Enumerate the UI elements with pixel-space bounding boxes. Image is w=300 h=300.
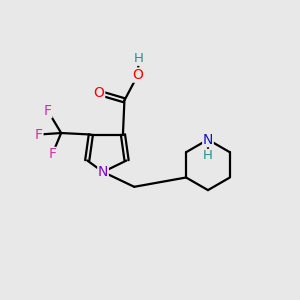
Text: N: N bbox=[203, 133, 213, 147]
Text: N: N bbox=[98, 165, 108, 179]
Text: F: F bbox=[35, 128, 43, 142]
Text: F: F bbox=[48, 147, 56, 161]
Text: O: O bbox=[132, 68, 143, 82]
Text: H: H bbox=[203, 149, 213, 162]
Text: F: F bbox=[44, 104, 52, 118]
Text: H: H bbox=[134, 52, 144, 65]
Text: O: O bbox=[94, 86, 105, 100]
